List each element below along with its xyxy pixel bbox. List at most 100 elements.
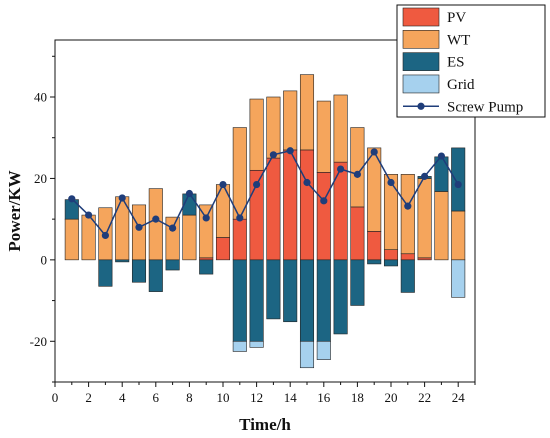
bar-wt-h7	[165, 216, 180, 261]
screw-pump-point-h13	[269, 151, 277, 159]
screw-pump-point-h18	[353, 170, 361, 178]
bar-es-h13	[266, 259, 281, 320]
legend-swatch-wt	[402, 30, 440, 49]
bar-pv-h16	[316, 172, 331, 261]
bar-es-h15	[299, 259, 315, 342]
x-tick-label: 10	[217, 390, 230, 405]
screw-pump-point-h6	[152, 215, 160, 223]
bar-pv-h18	[350, 206, 365, 261]
screw-pump-point-h15	[303, 178, 311, 187]
bar-es-h6	[148, 259, 163, 292]
bar-pv-h14	[283, 149, 298, 261]
screw-pump-point-h4	[118, 194, 126, 202]
bar-es-h19	[367, 259, 382, 265]
bar-grid-h12	[249, 340, 264, 348]
bar-wt-h22	[417, 178, 432, 259]
bar-wt-h13	[266, 96, 281, 159]
y-tick-label: -20	[30, 334, 47, 349]
bar-wt-h12	[249, 98, 264, 171]
bar-pv-h20	[383, 249, 399, 261]
screw-pump-point-h1	[68, 195, 76, 203]
x-tick-label: 20	[385, 390, 398, 405]
legend-label-grid: Grid	[447, 77, 475, 93]
screw-pump-point-h23	[437, 152, 445, 160]
bar-wt-h19	[367, 147, 382, 232]
screw-pump-point-h3	[101, 231, 109, 240]
legend-swatch-grid	[402, 74, 440, 94]
screw-pump-point-h14	[286, 147, 294, 155]
x-tick-label: 22	[418, 390, 431, 405]
y-axis: -20 0 20 40	[30, 55, 55, 383]
x-tick-label: 16	[317, 390, 331, 405]
x-tick-label: 14	[284, 390, 298, 405]
bar-wt-h14	[283, 90, 298, 151]
bar-wt-h15	[299, 74, 315, 151]
screw-pump-layer	[68, 147, 462, 240]
bar-wt-h20	[383, 174, 399, 250]
bar-es-h18	[350, 259, 365, 306]
x-tick-label: 0	[52, 390, 59, 405]
legend: PV WT ES Grid Screw Pump	[396, 4, 546, 118]
bar-grid-h15	[299, 340, 315, 369]
bar-es-h14	[283, 259, 298, 323]
screw-pump-point-h7	[169, 224, 177, 232]
bar-wt-h17	[333, 94, 348, 163]
plot-frame	[54, 39, 476, 383]
screw-pump-point-h5	[135, 223, 143, 231]
bar-wt-h9	[199, 204, 214, 259]
legend-label-wt: WT	[447, 32, 470, 48]
screw-pump-point-h8	[185, 189, 193, 198]
legend-marker-screw-pump	[417, 102, 425, 110]
bar-es-h11	[232, 259, 247, 342]
bar-wt-h1	[64, 218, 79, 261]
bar-es-h17	[333, 259, 348, 335]
x-axis: 0 2 4 6 8 10 12 14 16 18 20 22 24	[52, 382, 476, 405]
screw-pump-point-h17	[337, 165, 345, 173]
legend-label-pv: PV	[447, 10, 466, 26]
bar-wt-h24	[451, 210, 466, 261]
screw-pump-point-h2	[85, 211, 93, 219]
y-tick-label: 20	[34, 171, 47, 186]
screw-pump-point-h20	[387, 178, 395, 187]
bar-es-h16	[316, 259, 331, 342]
screw-pump-point-h11	[236, 214, 244, 222]
screw-pump-point-h10	[219, 180, 227, 189]
legend-label-screw-pump: Screw Pump	[447, 99, 523, 115]
x-axis-label: Time/h	[239, 415, 291, 434]
bar-pv-h9	[199, 257, 214, 261]
screw-pump-point-h24	[454, 180, 462, 189]
bar-grid-h24	[451, 259, 466, 298]
y-tick-label: 0	[41, 252, 48, 267]
bar-pv-h13	[266, 157, 281, 261]
bar-pv-h15	[299, 149, 315, 261]
bar-grid-h11	[232, 340, 247, 352]
bar-es-h12	[249, 259, 264, 342]
bar-es-h5	[131, 259, 147, 283]
x-tick-label: 2	[85, 390, 92, 405]
bar-grid-h16	[316, 340, 331, 360]
bar-pv-h19	[367, 231, 382, 261]
bar-wt-h11	[232, 127, 247, 220]
bar-es-h9	[199, 259, 214, 275]
legend-swatch-es	[402, 52, 440, 71]
bar-pv-h21	[400, 253, 415, 261]
bar-pv-h11	[232, 218, 247, 261]
bar-wt-h23	[434, 191, 449, 261]
legend-swatch-pv	[402, 7, 440, 27]
screw-pump-line	[71, 149, 459, 237]
bar-es-h4	[115, 259, 130, 263]
x-tick-label: 24	[452, 390, 466, 405]
bar-wt-h16	[316, 100, 331, 173]
screw-pump-point-h21	[404, 202, 412, 210]
y-tick-label: 40	[34, 90, 47, 105]
screw-pump-point-h22	[421, 172, 429, 180]
bar-pv-h22	[417, 257, 432, 261]
bar-wt-h6	[148, 188, 163, 261]
bar-es-h20	[383, 259, 399, 267]
bar-es-h24	[451, 147, 466, 212]
bar-es-h7	[165, 259, 180, 271]
bar-es-h3	[98, 259, 113, 287]
screw-pump-point-h19	[370, 148, 378, 156]
bar-pv-h10	[215, 237, 231, 261]
